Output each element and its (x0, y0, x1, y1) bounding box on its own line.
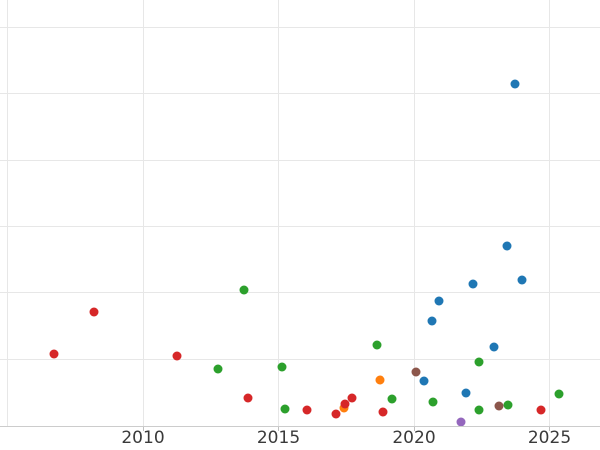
y-gridline (0, 159, 600, 161)
data-point-red-series (340, 399, 350, 409)
data-point-red-series (331, 409, 341, 419)
y-gridline (0, 226, 600, 227)
data-point-green-series (428, 397, 438, 407)
data-point-blue-series (502, 241, 512, 251)
y-gridline (0, 292, 600, 294)
data-point-blue-series (419, 376, 429, 386)
x-tick-label: 2025 (527, 428, 572, 448)
data-point-green-series (372, 340, 382, 350)
data-point-red-series (89, 307, 99, 317)
data-point-red-series (302, 405, 312, 415)
data-point-red-series (378, 407, 388, 417)
x-axis-line (0, 425, 600, 427)
data-point-green-series (239, 285, 249, 295)
x-tick-label: 2020 (392, 428, 436, 448)
data-point-green-series (213, 364, 223, 374)
x-gridline (7, 0, 8, 426)
x-tick-label: 2010 (121, 428, 165, 448)
y-gridline (0, 93, 600, 95)
data-point-green-series (387, 394, 397, 404)
data-point-blue-series (489, 342, 499, 352)
data-point-purple-series (456, 417, 466, 427)
data-point-green-series (280, 404, 290, 414)
data-point-green-series (554, 389, 564, 399)
data-point-blue-series (427, 316, 437, 326)
data-point-blue-series (461, 388, 471, 398)
data-point-green-series (474, 405, 484, 415)
data-point-orange-series (375, 375, 385, 385)
x-gridline (142, 0, 144, 426)
data-point-red-series (347, 393, 357, 403)
data-point-green-series (474, 357, 484, 367)
data-point-red-series (243, 393, 253, 403)
data-point-blue-series (468, 279, 478, 289)
y-gridline (0, 26, 600, 28)
data-point-blue-series (434, 296, 444, 306)
y-gridline (0, 358, 600, 360)
data-point-red-series (536, 405, 546, 415)
data-point-red-series (49, 349, 59, 359)
x-gridline (549, 0, 550, 426)
x-gridline (413, 0, 415, 426)
data-point-red-series (172, 351, 182, 361)
data-point-blue-series (517, 275, 527, 285)
x-tick-label: 2015 (256, 428, 301, 448)
data-point-green-series (277, 362, 287, 372)
data-point-blue-series (510, 79, 520, 89)
data-point-green-series (503, 400, 513, 410)
data-point-brown-series (411, 367, 421, 377)
data-point-brown-series (494, 401, 504, 411)
